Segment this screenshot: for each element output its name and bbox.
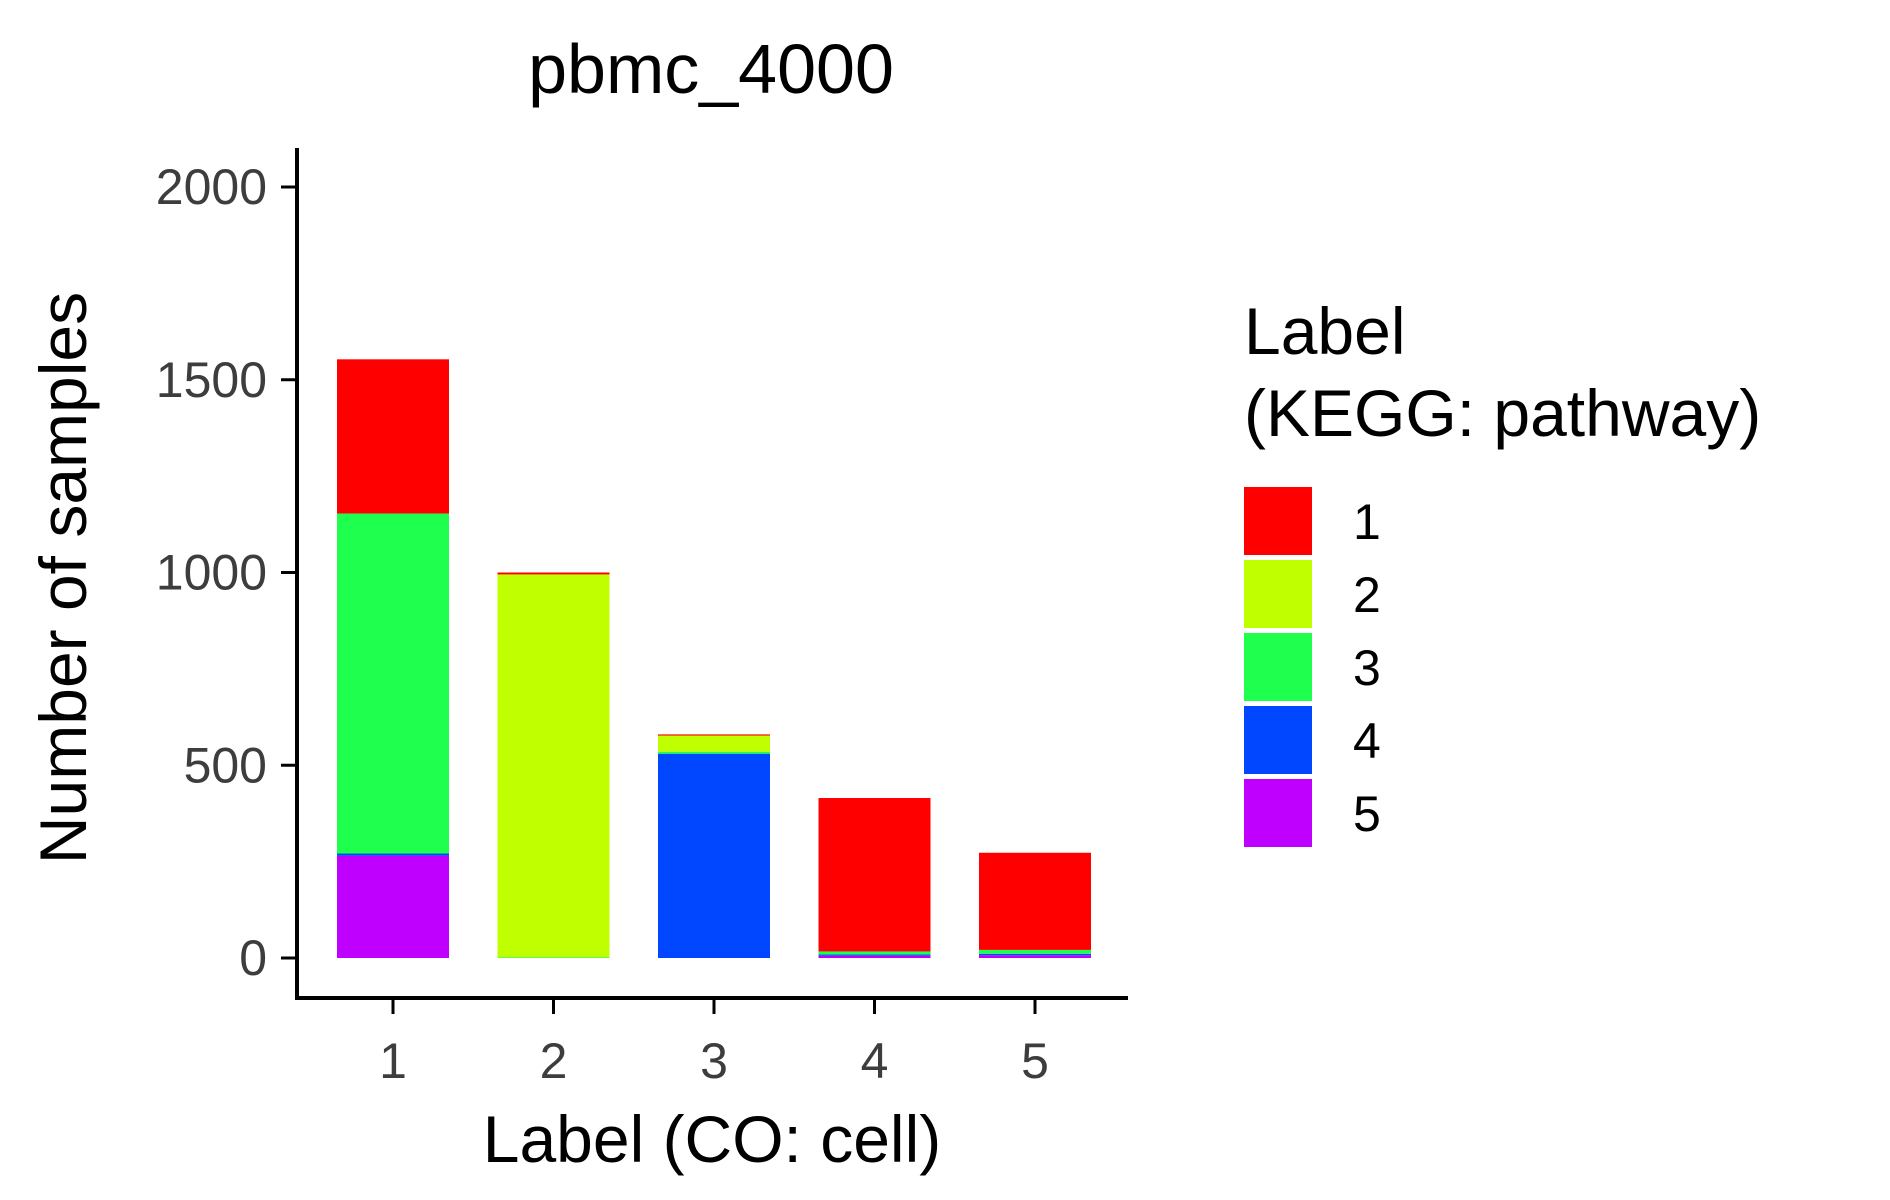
plot-area: [337, 359, 1091, 958]
bar-segment-cat1-label5: [337, 855, 449, 958]
legend-key-2: [1244, 560, 1312, 628]
legend-title-line-1: Label: [1244, 294, 1406, 368]
x-tick-label-3: 3: [700, 1033, 728, 1089]
legend-label-1: 1: [1353, 494, 1381, 550]
bar-segment-cat3-label2: [658, 735, 770, 752]
bar-segment-cat2-label1: [497, 572, 610, 575]
bar-segment-cat5-label3: [979, 949, 1091, 954]
axes: 0 500 1000 1500 2000 1 2 3 4 5: [156, 148, 1128, 1089]
bar-segment-cat5-label4: [979, 953, 1091, 956]
legend-key-4: [1244, 706, 1312, 774]
legend-label-5: 5: [1353, 786, 1381, 842]
chart-title: pbmc_4000: [528, 30, 894, 108]
y-tick-label-0: 0: [239, 930, 267, 986]
legend-label-3: 3: [1353, 640, 1381, 696]
bar-segment-cat3-label1: [658, 734, 770, 736]
bar-segment-cat4-label4: [818, 954, 931, 956]
bar-segment-cat1-label3: [337, 513, 449, 854]
bar-segment-cat1-label4: [337, 853, 449, 856]
y-tick-label-1000: 1000: [156, 545, 267, 601]
x-tick-label-5: 5: [1021, 1033, 1049, 1089]
bar-segment-cat4-label1: [818, 798, 931, 952]
y-tick-label-1500: 1500: [156, 352, 267, 408]
legend-label-2: 2: [1353, 567, 1381, 623]
y-tick-label-2000: 2000: [156, 159, 267, 215]
bar-segment-cat4-label5: [818, 955, 931, 958]
y-tick-label-500: 500: [184, 737, 267, 793]
legend: Label (KEGG: pathway) 1 2 3 4 5: [1244, 294, 1761, 847]
legend-key-3: [1244, 633, 1312, 701]
legend-title-line-2: (KEGG: pathway): [1244, 376, 1761, 450]
bar-segment-cat1-label1: [337, 359, 449, 514]
bar-segment-cat3-label4: [658, 753, 770, 958]
x-tick-label-4: 4: [861, 1033, 889, 1089]
x-tick-label-1: 1: [379, 1033, 407, 1089]
legend-key-5: [1244, 779, 1312, 847]
legend-label-4: 4: [1353, 713, 1381, 769]
bar-segment-cat3-label3: [658, 751, 770, 754]
bar-segment-cat5-label5: [979, 955, 1091, 958]
bar-segment-cat2-label3: [497, 957, 610, 958]
x-axis-label: Label (CO: cell): [483, 1102, 942, 1176]
bar-segment-cat2-label2: [497, 574, 610, 958]
y-axis-label: Number of samples: [26, 292, 100, 864]
bar-segment-cat4-label3: [818, 951, 931, 955]
x-tick-label-2: 2: [540, 1033, 568, 1089]
bar-segment-cat5-label1: [979, 852, 1091, 950]
legend-key-1: [1244, 487, 1312, 555]
